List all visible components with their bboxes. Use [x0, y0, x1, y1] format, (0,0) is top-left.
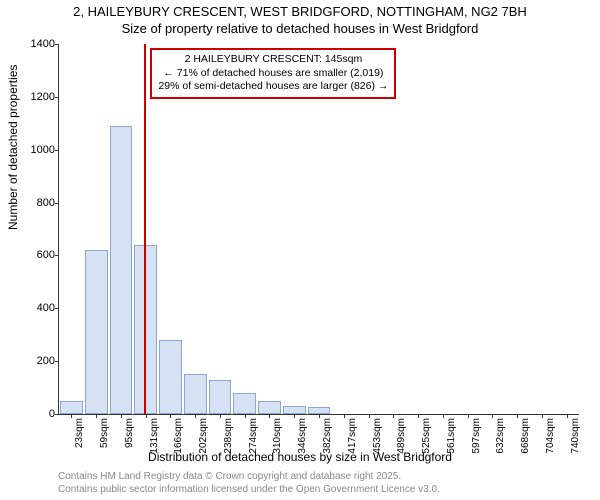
annotation-line: 29% of semi-detached houses are larger (…: [158, 80, 388, 94]
y-axis-label: Number of detached properties: [6, 65, 20, 230]
x-tick-label: 489sqm: [396, 418, 407, 454]
footer-line2: Contains public sector information licen…: [58, 484, 440, 497]
x-tick-label: 202sqm: [198, 418, 209, 454]
chart-title: 2, HAILEYBURY CRESCENT, WEST BRIDGFORD, …: [0, 0, 600, 38]
y-tick-mark: [55, 150, 59, 151]
histogram-bar: [283, 406, 306, 414]
histogram-bar: [308, 407, 331, 414]
x-tick-label: 238sqm: [223, 418, 234, 454]
x-tick-mark: [369, 414, 370, 418]
x-tick-label: 453sqm: [372, 418, 383, 454]
y-tick-mark: [55, 203, 59, 204]
x-tick-label: 95sqm: [124, 418, 135, 448]
x-tick-mark: [170, 414, 171, 418]
x-tick-mark: [269, 414, 270, 418]
histogram-bar: [209, 380, 232, 414]
y-tick-mark: [55, 361, 59, 362]
property-marker-line: [144, 44, 146, 414]
x-tick-mark: [71, 414, 72, 418]
x-tick-label: 704sqm: [545, 418, 556, 454]
histogram-bar: [233, 393, 256, 414]
y-tick-mark: [55, 44, 59, 45]
x-tick-mark: [245, 414, 246, 418]
x-tick-label: 525sqm: [421, 418, 432, 454]
x-tick-mark: [517, 414, 518, 418]
x-tick-mark: [542, 414, 543, 418]
footer-attribution: Contains HM Land Registry data © Crown c…: [58, 471, 440, 496]
y-tick-mark: [55, 97, 59, 98]
histogram-bar: [110, 126, 133, 414]
x-tick-label: 274sqm: [248, 418, 259, 454]
histogram-bar: [159, 340, 182, 414]
y-tick-mark: [55, 255, 59, 256]
annotation-line: 2 HAILEYBURY CRESCENT: 145sqm: [158, 53, 388, 67]
histogram-bar: [184, 374, 207, 414]
x-tick-label: 310sqm: [272, 418, 283, 454]
x-tick-label: 346sqm: [297, 418, 308, 454]
x-tick-mark: [468, 414, 469, 418]
x-axis-label: Distribution of detached houses by size …: [0, 450, 600, 464]
histogram-bar: [258, 401, 281, 414]
title-sub: Size of property relative to detached ho…: [0, 21, 600, 38]
x-tick-mark: [220, 414, 221, 418]
x-tick-mark: [319, 414, 320, 418]
x-tick-label: 668sqm: [520, 418, 531, 454]
x-tick-label: 561sqm: [446, 418, 457, 454]
x-tick-label: 382sqm: [322, 418, 333, 454]
x-tick-label: 597sqm: [471, 418, 482, 454]
x-tick-mark: [492, 414, 493, 418]
x-tick-label: 632sqm: [495, 418, 506, 454]
histogram-bar: [60, 401, 83, 414]
x-tick-mark: [96, 414, 97, 418]
x-tick-label: 166sqm: [173, 418, 184, 454]
x-tick-label: 740sqm: [570, 418, 581, 454]
x-tick-mark: [567, 414, 568, 418]
y-tick-mark: [55, 414, 59, 415]
x-tick-mark: [443, 414, 444, 418]
annotation-line: ← 71% of detached houses are smaller (2,…: [158, 67, 388, 81]
x-tick-mark: [344, 414, 345, 418]
x-tick-mark: [294, 414, 295, 418]
x-tick-mark: [418, 414, 419, 418]
y-tick-mark: [55, 308, 59, 309]
footer-line1: Contains HM Land Registry data © Crown c…: [58, 471, 440, 484]
histogram-bar: [85, 250, 108, 414]
x-tick-label: 417sqm: [347, 418, 358, 454]
property-annotation-box: 2 HAILEYBURY CRESCENT: 145sqm← 71% of de…: [150, 48, 396, 99]
x-tick-mark: [195, 414, 196, 418]
title-main: 2, HAILEYBURY CRESCENT, WEST BRIDGFORD, …: [0, 4, 600, 21]
x-tick-label: 131sqm: [149, 418, 160, 454]
x-tick-mark: [146, 414, 147, 418]
chart-plot-area: 020040060080010001200140023sqm59sqm95sqm…: [58, 44, 579, 415]
x-tick-mark: [121, 414, 122, 418]
x-tick-label: 59sqm: [99, 418, 110, 448]
x-tick-label: 23sqm: [74, 418, 85, 448]
x-tick-mark: [393, 414, 394, 418]
